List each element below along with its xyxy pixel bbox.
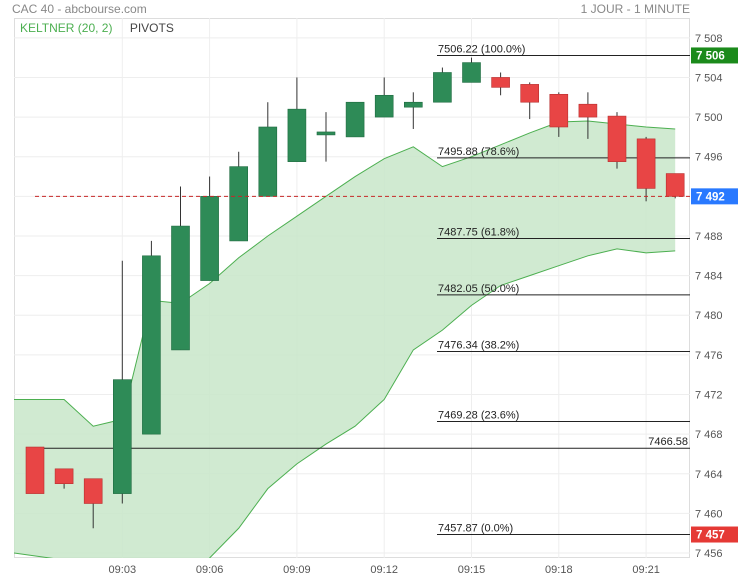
- y-tick-label: 7 488: [695, 231, 723, 243]
- axis-value-tag-bg: [691, 47, 738, 64]
- candle-down: [578, 103, 598, 118]
- y-tick-label: 7 504: [695, 72, 723, 84]
- y-tick-label: 7 456: [695, 548, 723, 560]
- fibonacci-level-label: 7457.87 (0.0%): [438, 523, 513, 535]
- axis-value-tag-bg: [691, 526, 738, 543]
- candle-down: [25, 446, 45, 494]
- candle-up: [142, 255, 161, 435]
- candle-up: [403, 101, 423, 108]
- reference-line-label: 7466.58: [648, 436, 688, 448]
- legend: KELTNER (20, 2) PIVOTS: [20, 21, 188, 35]
- fibonacci-level-label: 7495.88 (78.6%): [438, 146, 519, 158]
- x-tick-label: 09:21: [632, 564, 660, 576]
- x-tick-label: 09:15: [458, 564, 486, 576]
- candle-down: [83, 478, 103, 504]
- y-tick-label: 7 472: [695, 390, 723, 402]
- x-tick-label: 09:18: [545, 564, 573, 576]
- candle-up: [287, 108, 307, 162]
- axis-value-tag: 7 506: [696, 50, 725, 62]
- keltner-lower-line: [14, 248, 676, 558]
- candle-up: [258, 126, 278, 197]
- candle-down: [549, 93, 569, 128]
- axis-value-tag: 7 457: [696, 530, 725, 542]
- candle-up: [171, 225, 190, 351]
- y-tick-label: 7 476: [695, 350, 723, 362]
- candle-up: [433, 72, 452, 103]
- y-tick-label: 7 500: [695, 112, 723, 124]
- keltner-band: [14, 121, 676, 558]
- y-tick-label: 7 484: [695, 271, 723, 283]
- fibonacci-level-label: 7487.75 (61.8%): [438, 226, 519, 238]
- candle-up: [229, 166, 248, 242]
- legend-keltner[interactable]: KELTNER (20, 2): [20, 21, 113, 35]
- y-tick-label: 7 468: [695, 429, 723, 441]
- fibonacci-level-label: 7506.22 (100.0%): [438, 43, 525, 55]
- candle-up: [462, 62, 481, 83]
- candle-down: [665, 173, 685, 197]
- fibonacci-level-label: 7482.05 (50.0%): [438, 283, 519, 295]
- y-tick-label: 7 480: [695, 310, 723, 322]
- x-tick-label: 09:12: [370, 564, 398, 576]
- candle-up: [113, 379, 132, 494]
- fibonacci-level-label: 7476.34 (38.2%): [438, 340, 519, 352]
- x-tick-label: 09:03: [109, 564, 137, 576]
- keltner-upper-line: [14, 120, 676, 427]
- x-tick-label: 09:06: [196, 564, 224, 576]
- last-price-tag: 7 492: [696, 191, 725, 203]
- y-tick-label: 7 464: [695, 469, 723, 481]
- chart-period[interactable]: 1 JOUR - 1 MINUTE: [580, 2, 690, 16]
- y-tick-label: 7 460: [695, 508, 723, 520]
- y-tick-label: 7 496: [695, 152, 723, 164]
- fibonacci-level-label: 7469.28 (23.6%): [438, 409, 519, 421]
- plot-area: [14, 18, 690, 558]
- candle-up: [374, 94, 394, 118]
- x-tick-label: 09:09: [283, 564, 311, 576]
- candle-down: [54, 468, 74, 484]
- candle-down: [491, 77, 510, 88]
- candle-down: [520, 84, 540, 103]
- y-tick-label: 7 508: [695, 33, 723, 45]
- candle-down: [636, 138, 656, 189]
- legend-pivots[interactable]: PIVOTS: [129, 21, 174, 35]
- chart-title: CAC 40 - abcbourse.com: [12, 2, 147, 16]
- candle-down: [607, 115, 627, 162]
- last-price-tag-bg: [691, 188, 738, 205]
- candle-up: [200, 196, 219, 281]
- candle-up: [316, 131, 336, 136]
- candle-up: [345, 101, 365, 138]
